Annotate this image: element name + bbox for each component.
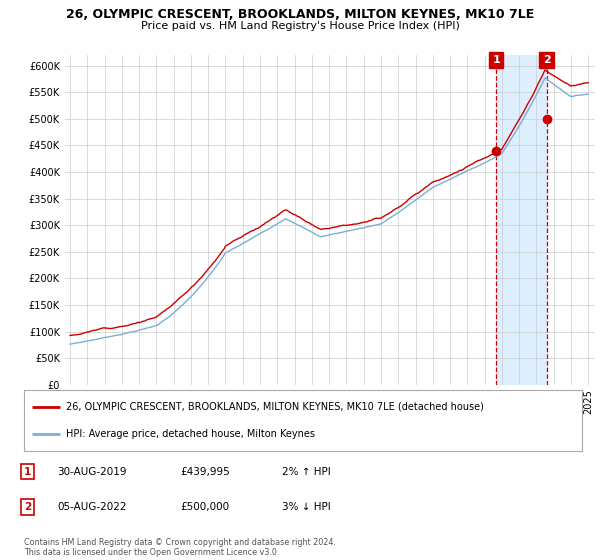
Text: Contains HM Land Registry data © Crown copyright and database right 2024.
This d: Contains HM Land Registry data © Crown c… [24, 538, 336, 557]
Text: £500,000: £500,000 [180, 502, 229, 512]
Text: 1: 1 [24, 466, 31, 477]
Text: 2: 2 [542, 55, 550, 65]
Text: 3% ↓ HPI: 3% ↓ HPI [282, 502, 331, 512]
Text: 1: 1 [492, 55, 500, 65]
Text: 2: 2 [24, 502, 31, 512]
Text: 05-AUG-2022: 05-AUG-2022 [57, 502, 127, 512]
Text: £439,995: £439,995 [180, 466, 230, 477]
Text: 2% ↑ HPI: 2% ↑ HPI [282, 466, 331, 477]
Text: Price paid vs. HM Land Registry's House Price Index (HPI): Price paid vs. HM Land Registry's House … [140, 21, 460, 31]
Text: 26, OLYMPIC CRESCENT, BROOKLANDS, MILTON KEYNES, MK10 7LE: 26, OLYMPIC CRESCENT, BROOKLANDS, MILTON… [66, 8, 534, 21]
Text: 26, OLYMPIC CRESCENT, BROOKLANDS, MILTON KEYNES, MK10 7LE (detached house): 26, OLYMPIC CRESCENT, BROOKLANDS, MILTON… [66, 402, 484, 412]
Bar [496, 55, 547, 385]
Text: HPI: Average price, detached house, Milton Keynes: HPI: Average price, detached house, Milt… [66, 430, 315, 440]
Text: 30-AUG-2019: 30-AUG-2019 [57, 466, 127, 477]
